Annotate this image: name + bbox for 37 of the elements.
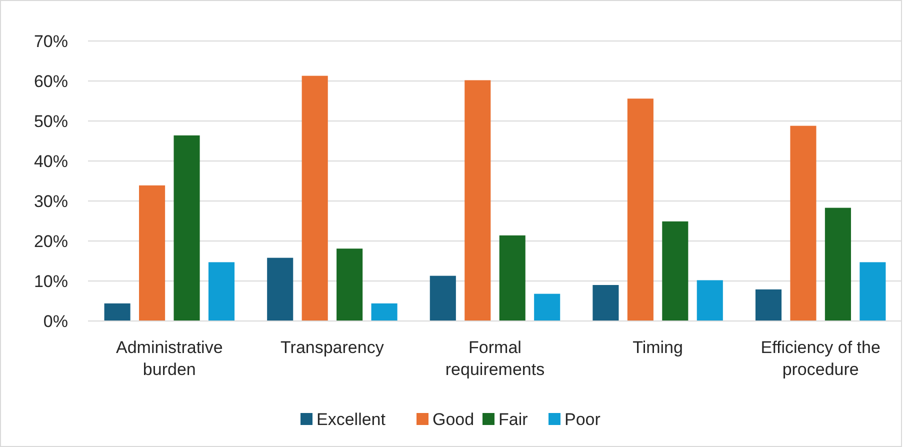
y-tick-label: 60% (34, 72, 68, 91)
x-tick-label: Formal requirements (445, 338, 545, 379)
bar (139, 185, 166, 321)
bar (860, 262, 886, 321)
y-tick-label: 10% (34, 272, 68, 291)
bar (302, 76, 328, 321)
bar (267, 258, 294, 321)
y-tick-label: 40% (34, 152, 68, 171)
bar (464, 80, 491, 321)
y-tick-label: 70% (34, 32, 68, 51)
bar (790, 126, 816, 321)
bar (174, 135, 200, 321)
legend-label: Excellent (316, 410, 386, 429)
bar (755, 289, 782, 321)
bar (662, 221, 688, 321)
legend-label: Poor (564, 410, 601, 429)
bar (104, 303, 130, 321)
bar (592, 285, 619, 321)
x-tick-label: Timing (632, 338, 683, 357)
x-tick-label: Efficiency of the procedure (760, 338, 880, 379)
bar (824, 208, 851, 321)
bar (499, 235, 526, 321)
y-tick-label: 50% (34, 112, 68, 131)
bar (430, 276, 456, 321)
legend-label: Fair (498, 410, 528, 429)
bar (208, 262, 235, 321)
bar (696, 280, 723, 321)
bar (627, 98, 654, 321)
x-tick-label: Administrative burden (116, 338, 223, 379)
bar (336, 248, 363, 321)
legend-label: Good (432, 410, 474, 429)
y-tick-label: 30% (34, 192, 68, 211)
y-tick-label: 0% (43, 312, 68, 331)
y-tick-label: 20% (34, 232, 68, 251)
bar (371, 303, 398, 321)
x-tick-label: Transparency (280, 338, 384, 357)
bar (534, 294, 560, 321)
